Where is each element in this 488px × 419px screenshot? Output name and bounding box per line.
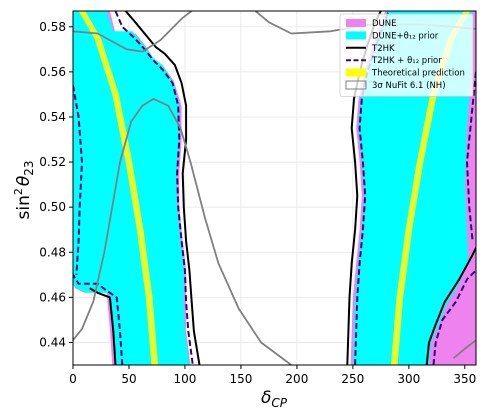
- legend-label: Theoretical prediction: [371, 69, 465, 79]
- x-tick-label: 300: [397, 372, 420, 386]
- line-3-nufit-6-1-nh-3: [453, 339, 476, 359]
- line-t2hk-3: [425, 247, 476, 365]
- y-tick-label: 0.54: [39, 110, 66, 124]
- y-tick-label: 0.44: [39, 335, 66, 349]
- legend-swatch: [346, 19, 366, 27]
- x-tick-label: 350: [453, 372, 476, 386]
- legend-label: DUNE: [372, 19, 397, 29]
- x-tick-label: 250: [341, 372, 364, 386]
- x-tick-label: 50: [121, 372, 136, 386]
- data-layer: [73, 11, 476, 365]
- y-tick-label: 0.52: [39, 155, 66, 169]
- line-t2hk-prior-0: [73, 274, 124, 365]
- y-tick-label: 0.58: [39, 20, 66, 34]
- line-t2hk-prior-3: [354, 11, 390, 365]
- x-tick-label: 200: [285, 372, 308, 386]
- legend-label: T2HK + θ₁₂ prior: [371, 56, 442, 66]
- y-tick-label: 0.46: [39, 290, 66, 304]
- ticks: 0 50 100 150 200 250 300 350 0.44 0.46 0.48 0.50 0.5…: [39, 20, 476, 386]
- y-tick-label: 0.50: [39, 200, 66, 214]
- x-tick-label: 150: [229, 372, 252, 386]
- line-t2hk-1: [124, 11, 201, 365]
- x-tick-label: 100: [173, 372, 196, 386]
- x-tick-label: 0: [69, 372, 77, 386]
- legend-box: [339, 13, 474, 97]
- y-tick-label: 0.48: [39, 245, 66, 259]
- line-t2hk-prior-1: [73, 85, 83, 275]
- x-axis-title: δCP: [261, 388, 288, 410]
- band-theoretical-prediction-0: [78, 11, 159, 365]
- plot-frame: [72, 10, 477, 366]
- legend-label: T2HK: [371, 44, 395, 54]
- legend-label: 3σ NuFit 6.1 (NH): [372, 81, 446, 91]
- y-axis-title: sin2θ23: [12, 160, 36, 219]
- line-3-nufit-6-1-nh-1: [73, 11, 193, 53]
- line-t2hk-prior-5: [466, 71, 476, 242]
- line-t2hk-prior-4: [432, 269, 476, 365]
- y-tick-label: 0.56: [39, 65, 66, 79]
- line-t2hk-prior-2: [114, 11, 194, 365]
- band-theoretical-prediction-1: [390, 11, 471, 365]
- legend: DUNE DUNE+θ₁₂ prior T2HK T2HK + θ₁₂ prior Th…: [339, 13, 474, 97]
- legend-swatch: [346, 31, 366, 40]
- line-3-nufit-6-1-nh-0: [73, 98, 292, 365]
- legend-swatch: [346, 68, 366, 77]
- legend-swatch: [345, 80, 367, 90]
- legend-label: DUNE+θ₁₂ prior: [372, 31, 439, 41]
